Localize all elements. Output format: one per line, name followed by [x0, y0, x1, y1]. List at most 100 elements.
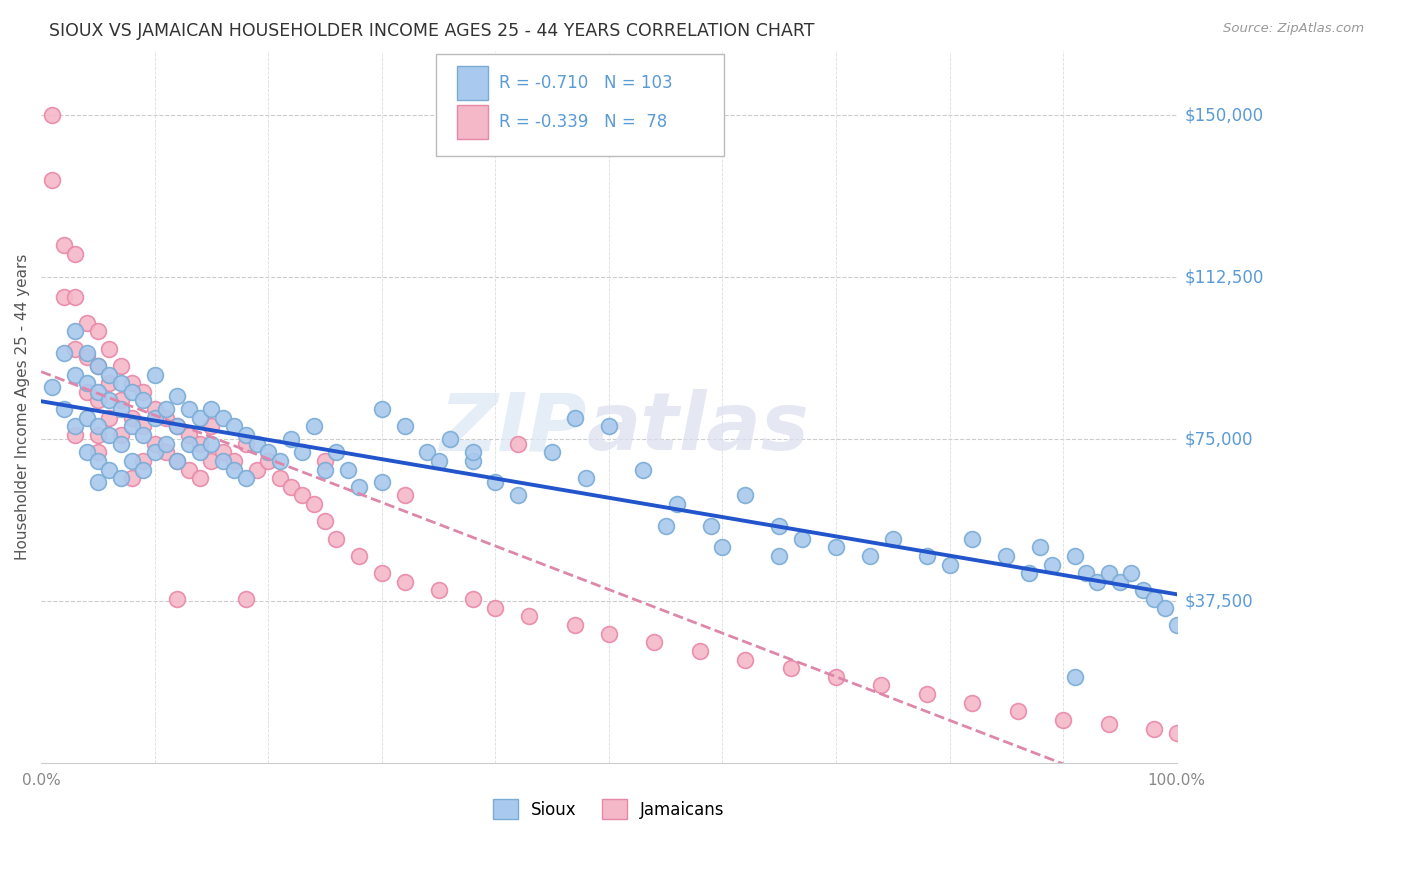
Point [76, 316, 98, 330]
Point [87, 445, 110, 459]
Point [564, 618, 586, 632]
Point [598, 626, 620, 640]
Point [1166, 618, 1188, 632]
Point [371, 566, 394, 581]
Point [177, 428, 200, 442]
Point [188, 471, 211, 485]
Point [711, 540, 734, 554]
Point [63, 428, 86, 442]
Point [257, 445, 280, 459]
Point [1166, 726, 1188, 740]
Point [371, 475, 394, 490]
Point [224, 419, 246, 434]
Point [235, 471, 257, 485]
Point [41, 380, 63, 394]
Point [87, 384, 110, 399]
Point [1121, 566, 1143, 581]
Point [41, 108, 63, 122]
Point [1040, 558, 1063, 572]
Point [143, 402, 166, 417]
Point [257, 454, 280, 468]
Point [314, 514, 336, 528]
Point [155, 445, 177, 459]
Point [768, 518, 790, 533]
Point [962, 532, 984, 546]
Point [280, 480, 302, 494]
Point [689, 644, 711, 658]
Point [76, 445, 98, 459]
Point [938, 558, 960, 572]
Point [87, 419, 110, 434]
Text: atlas: atlas [586, 389, 808, 467]
Point [155, 410, 177, 425]
Point [87, 324, 110, 338]
Point [76, 376, 98, 391]
Point [63, 342, 86, 356]
Point [63, 290, 86, 304]
Point [76, 410, 98, 425]
Point [98, 410, 121, 425]
Point [962, 696, 984, 710]
Point [506, 436, 529, 450]
Point [132, 419, 155, 434]
Point [1109, 574, 1132, 589]
Point [121, 376, 143, 391]
Point [427, 583, 450, 598]
Point [347, 549, 370, 563]
Point [484, 600, 506, 615]
Point [98, 462, 121, 476]
Point [302, 497, 325, 511]
Point [1154, 600, 1177, 615]
Point [110, 359, 132, 373]
Point [325, 445, 347, 459]
Point [1097, 566, 1119, 581]
Point [246, 462, 269, 476]
Text: $75,000: $75,000 [1185, 430, 1254, 449]
Point [211, 410, 233, 425]
Point [825, 670, 848, 684]
Point [87, 475, 110, 490]
Point [734, 488, 756, 502]
Point [1063, 549, 1085, 563]
Point [87, 359, 110, 373]
Point [87, 393, 110, 408]
Point [291, 445, 314, 459]
Point [235, 592, 257, 607]
Point [177, 402, 200, 417]
Point [269, 454, 291, 468]
Point [110, 393, 132, 408]
Point [235, 436, 257, 450]
Point [700, 518, 723, 533]
Point [519, 609, 541, 624]
Point [132, 428, 155, 442]
Point [394, 419, 416, 434]
Text: $150,000: $150,000 [1185, 106, 1264, 125]
Point [52, 290, 75, 304]
Point [506, 488, 529, 502]
Text: R = -0.710   N = 103: R = -0.710 N = 103 [499, 74, 672, 92]
Point [143, 445, 166, 459]
Point [41, 173, 63, 187]
Point [200, 454, 222, 468]
Point [825, 540, 848, 554]
Point [110, 428, 132, 442]
Point [269, 471, 291, 485]
Point [63, 419, 86, 434]
Point [132, 462, 155, 476]
Point [121, 384, 143, 399]
Point [1007, 704, 1029, 718]
Point [427, 454, 450, 468]
Point [336, 462, 359, 476]
Point [98, 428, 121, 442]
Legend: Sioux, Jamaicans: Sioux, Jamaicans [486, 792, 731, 826]
Point [166, 389, 188, 403]
Point [177, 462, 200, 476]
Point [280, 432, 302, 446]
Point [995, 549, 1018, 563]
Point [110, 402, 132, 417]
Point [541, 445, 564, 459]
Point [155, 436, 177, 450]
Point [188, 410, 211, 425]
Point [734, 652, 756, 666]
Point [461, 592, 484, 607]
